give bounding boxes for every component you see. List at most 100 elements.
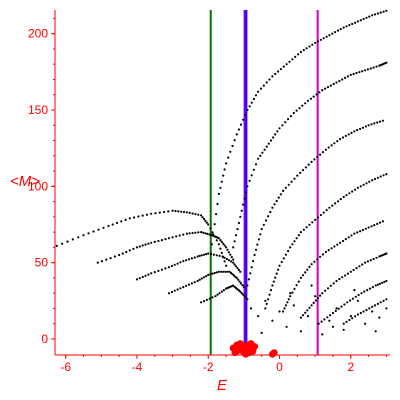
- data-point: [296, 174, 299, 177]
- data-point: [349, 299, 352, 302]
- data-point: [160, 268, 163, 271]
- data-point: [301, 169, 305, 172]
- y-axis-label: <M>: [10, 173, 40, 190]
- data-point: [379, 11, 382, 14]
- data-point: [222, 174, 225, 177]
- data-point: [198, 254, 201, 257]
- data-point: [232, 261, 235, 264]
- data-point: [138, 277, 141, 280]
- data-point: [371, 305, 374, 308]
- data-point: [288, 60, 291, 63]
- data-point: [269, 210, 272, 214]
- data-point: [262, 223, 265, 226]
- data-point: [211, 231, 214, 234]
- data-point: [319, 38, 322, 41]
- data-point: [164, 238, 167, 241]
- data-point: [244, 191, 248, 194]
- data-point: [317, 322, 320, 325]
- data-point: [160, 239, 163, 242]
- data-point: [348, 192, 351, 195]
- data-point: [349, 315, 352, 318]
- data-point: [341, 239, 345, 243]
- data-point: [96, 261, 99, 264]
- data-point: [325, 35, 328, 38]
- data-point: [188, 211, 191, 214]
- data-point: [334, 202, 337, 205]
- data-point: [215, 213, 218, 216]
- data-point: [271, 206, 274, 209]
- data-point: [252, 168, 255, 171]
- data-point: [342, 195, 345, 199]
- data-point: [150, 272, 153, 275]
- data-point: [346, 272, 349, 275]
- data-point: [222, 270, 225, 273]
- data-point: [167, 237, 171, 240]
- data-point: [115, 221, 119, 225]
- data-point: [328, 206, 331, 209]
- data-point: [332, 282, 335, 285]
- data-point: [294, 55, 297, 59]
- data-point: [289, 246, 292, 249]
- data-point: [277, 268, 280, 271]
- data-point: [344, 238, 347, 241]
- data-point: [320, 320, 323, 323]
- data-point: [354, 188, 357, 191]
- data-point: [351, 190, 354, 193]
- data-point: [281, 124, 284, 127]
- data-point: [171, 209, 174, 212]
- data-point: [344, 134, 347, 137]
- data-point: [207, 273, 210, 276]
- data-point: [316, 40, 320, 43]
- data-point: [349, 270, 352, 273]
- data-point: [220, 240, 223, 243]
- data-point: [314, 41, 317, 44]
- data-point: [371, 179, 374, 182]
- data-point: [341, 136, 345, 139]
- data-point: [336, 140, 339, 143]
- data-point: [330, 144, 333, 147]
- data-point: [239, 290, 242, 293]
- data-point: [335, 307, 338, 310]
- data-point: [339, 28, 342, 31]
- data-point: [220, 251, 223, 254]
- data-point: [132, 247, 135, 250]
- data-point: [205, 275, 208, 278]
- data-point: [267, 298, 270, 301]
- data-point: [355, 267, 358, 270]
- data-point: [376, 12, 379, 15]
- data-point: [301, 104, 304, 107]
- data-point: [102, 226, 105, 229]
- data-point: [194, 231, 197, 234]
- data-point: [324, 87, 327, 90]
- data-point: [284, 253, 287, 256]
- data-point: [368, 287, 372, 290]
- data-point: [259, 154, 262, 157]
- data-point: [378, 282, 382, 285]
- data-point: [319, 294, 322, 297]
- data-point: [379, 175, 382, 178]
- data-point: [342, 328, 345, 331]
- data-point: [153, 240, 156, 243]
- data-point: [138, 245, 141, 248]
- data-point: [326, 316, 329, 319]
- data-point: [358, 265, 361, 268]
- data-point: [272, 136, 275, 139]
- data-point: [382, 10, 385, 13]
- data-point: [223, 260, 226, 263]
- data-point: [361, 263, 364, 266]
- data-point: [182, 286, 185, 289]
- data-point: [291, 291, 294, 294]
- data-point: [304, 166, 307, 169]
- data-point: [236, 228, 239, 231]
- data-point: [216, 293, 219, 296]
- data-point: [202, 300, 206, 303]
- data-point: [225, 246, 228, 249]
- data-point: [362, 183, 365, 186]
- data-point: [200, 214, 203, 217]
- data-point: [176, 288, 179, 291]
- data-point: [285, 325, 288, 328]
- data-point: [333, 245, 336, 248]
- data-point: [338, 278, 341, 281]
- data-point: [359, 230, 362, 233]
- data-point: [205, 253, 208, 256]
